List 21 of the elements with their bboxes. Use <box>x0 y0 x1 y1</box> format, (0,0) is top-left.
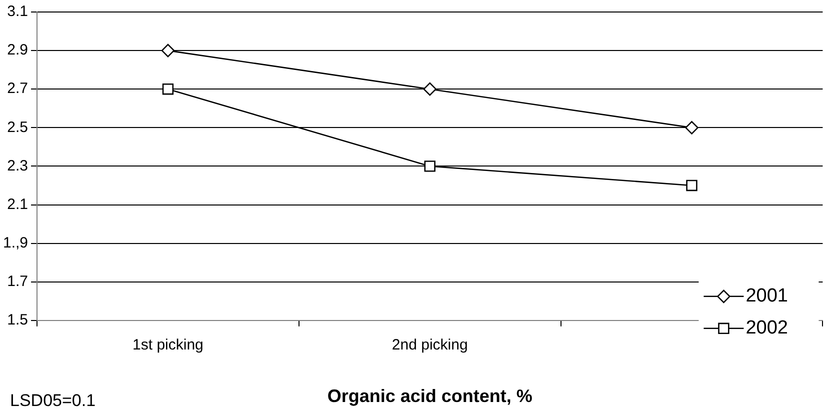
y-tick-label: 1.,9 <box>2 234 28 252</box>
point <box>423 82 437 96</box>
point <box>685 121 698 134</box>
legend-label: 2001 <box>746 286 788 307</box>
y-tick-label: 2.7 <box>7 80 28 98</box>
y-tick-label: 2.9 <box>7 42 28 59</box>
y-tick-label: 1.5 <box>7 312 28 329</box>
y-tick-label: 2.5 <box>7 118 28 136</box>
legend-label: 2002 <box>746 318 788 339</box>
x-tick-label: 2nd picking <box>392 336 468 354</box>
y-tick-label: 1.7 <box>7 272 28 290</box>
point <box>424 160 436 172</box>
text: LSD05=0.1 <box>10 391 96 410</box>
point <box>161 44 175 58</box>
x-axis-title: Organic acid content, % <box>327 386 532 406</box>
x-tick-label: 1st picking <box>132 336 204 354</box>
point <box>686 180 698 192</box>
y-tick-label: 3.1 <box>7 3 28 20</box>
point <box>162 84 174 95</box>
y-tick-label: 2.1 <box>7 196 28 213</box>
y-tick-label: 2.3 <box>7 157 28 174</box>
